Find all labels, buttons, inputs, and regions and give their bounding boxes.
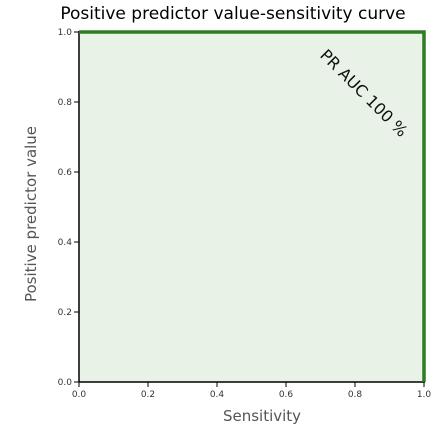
plot-area	[78, 30, 426, 383]
y-axis-ticks: 0.0 0.2 0.4 0.6 0.8 1.0	[58, 28, 79, 388]
x-tick-label: 1.0	[417, 390, 432, 400]
x-axis-label: Sensitivity	[223, 407, 301, 425]
x-axis-ticks: 0.0 0.2 0.4 0.6 0.8 1.0	[72, 382, 432, 400]
y-tick-label: 0.4	[58, 238, 73, 248]
x-tick-label: 0.6	[279, 390, 294, 400]
x-tick-label: 0.2	[141, 390, 155, 400]
x-tick-label: 0.4	[210, 390, 225, 400]
curve-fill-area	[79, 32, 424, 382]
y-axis-label: Positive predictor value	[22, 126, 40, 302]
y-tick-label: 0.2	[58, 308, 72, 318]
y-tick-label: 0.0	[58, 378, 73, 388]
x-tick-label: 0.0	[72, 390, 87, 400]
x-tick-label: 0.8	[348, 390, 363, 400]
chart-title: Positive predictor value-sensitivity cur…	[60, 4, 405, 24]
y-tick-label: 1.0	[58, 28, 73, 38]
y-tick-label: 0.6	[58, 168, 73, 178]
y-tick-label: 0.8	[58, 98, 73, 108]
pr-curve-line	[79, 30, 426, 382]
